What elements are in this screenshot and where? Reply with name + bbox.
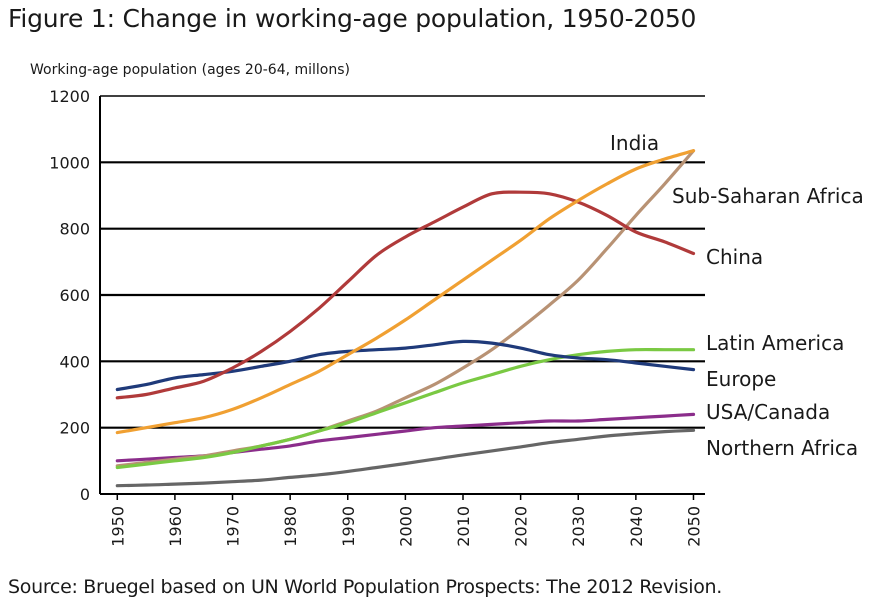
- series-label-sub-saharan-africa: Sub-Saharan Africa: [672, 184, 864, 208]
- series-lines: [115, 149, 696, 488]
- y-tick-label: 200: [59, 419, 90, 438]
- series-label-latin-america: Latin America: [706, 331, 844, 355]
- y-axis-label: Working-age population (ages 20-64, mill…: [30, 62, 350, 78]
- x-tick-label: 2030: [569, 506, 588, 547]
- x-tick-label: 2010: [454, 506, 473, 547]
- source-note: Source: Bruegel based on UN World Popula…: [8, 576, 722, 598]
- x-tick-label: 1950: [108, 506, 127, 547]
- y-tick-label: 1000: [49, 153, 90, 172]
- series-label-europe: Europe: [706, 367, 776, 391]
- figure-title: Figure 1: Change in working-age populati…: [8, 4, 697, 33]
- series-line-northern-africa: [115, 428, 696, 488]
- x-tick-label: 1960: [166, 506, 185, 547]
- x-tick-label: 2020: [512, 506, 531, 547]
- x-tick-label: 2000: [396, 506, 415, 547]
- series-labels: India China Sub-Saharan Africa Latin Americ…: [610, 131, 864, 460]
- series-line-china: [115, 190, 696, 400]
- series-line-india: [115, 149, 696, 435]
- y-tick-label: 800: [59, 220, 90, 239]
- x-tick-label: 2040: [627, 506, 646, 547]
- series-line-sub-saharan-africa: [115, 149, 696, 468]
- series-line-latin-america: [115, 347, 696, 470]
- y-tick-label: 400: [59, 352, 90, 371]
- gridlines: [100, 95, 705, 429]
- y-tick-labels: 0 200 400 600 800 1000 1200: [49, 87, 90, 504]
- axes: [99, 96, 705, 500]
- series-label-china: China: [706, 245, 763, 269]
- x-tick-label: 1990: [339, 506, 358, 547]
- series-label-northern-africa: Northern Africa: [706, 436, 858, 460]
- y-tick-label: 0: [80, 485, 90, 504]
- series-line-europe: [115, 339, 696, 392]
- x-tick-label: 1980: [281, 506, 300, 547]
- y-tick-label: 600: [59, 286, 90, 305]
- x-tick-label: 2050: [684, 506, 703, 547]
- x-tick-labels: 1950 1960 1970 1980 1990 2000 2010 2020 2030 2040…: [108, 506, 703, 547]
- x-tick-label: 1970: [224, 506, 243, 547]
- series-label-usa-canada: USA/Canada: [706, 400, 830, 424]
- series-label-india: India: [610, 131, 659, 155]
- y-tick-label: 1200: [49, 87, 90, 106]
